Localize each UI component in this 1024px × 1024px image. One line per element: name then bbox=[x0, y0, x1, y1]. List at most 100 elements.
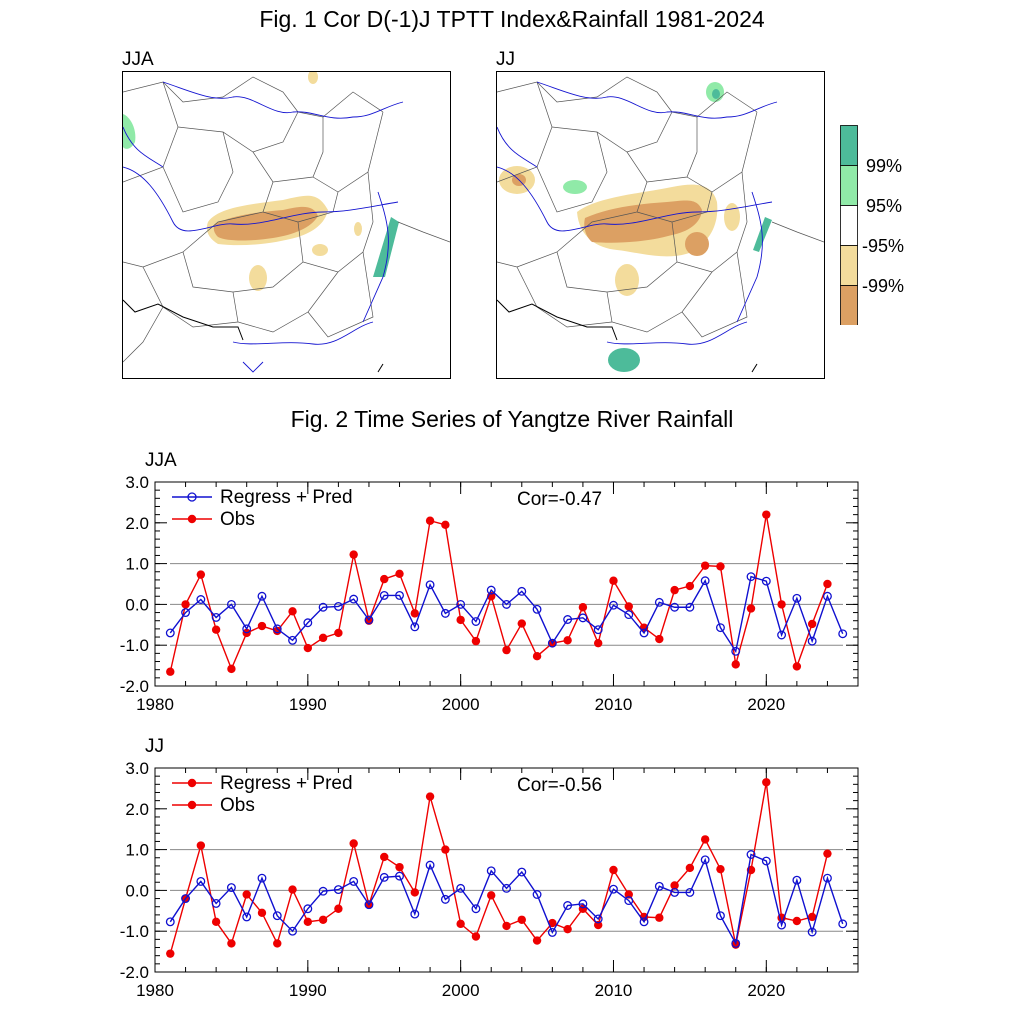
colorbar-boxes bbox=[840, 125, 858, 326]
data-point bbox=[823, 849, 832, 858]
data-point bbox=[471, 617, 481, 626]
data-point bbox=[395, 590, 404, 600]
data-point bbox=[517, 915, 526, 924]
colorbar-box bbox=[840, 125, 858, 166]
boundary-mark bbox=[751, 363, 758, 373]
x-tick-label: 2020 bbox=[747, 981, 785, 1000]
data-point bbox=[425, 516, 435, 525]
colorbar-box bbox=[840, 245, 858, 286]
colorbar bbox=[840, 125, 858, 326]
data-point bbox=[441, 520, 450, 530]
series-line bbox=[169, 853, 844, 946]
data-point bbox=[609, 576, 618, 585]
legend-marker bbox=[187, 778, 197, 788]
x-tick-label: 2020 bbox=[747, 695, 785, 714]
map-jja-drawing bbox=[123, 72, 450, 373]
data-point bbox=[166, 949, 175, 958]
data-point bbox=[257, 873, 267, 883]
data-point bbox=[807, 636, 817, 646]
colorbar-box bbox=[840, 285, 858, 326]
data-point bbox=[242, 912, 252, 922]
data-point bbox=[181, 608, 191, 618]
colorbar-label-neg95: -95% bbox=[862, 236, 905, 256]
rivers bbox=[497, 81, 778, 345]
data-point bbox=[532, 890, 542, 899]
data-point bbox=[777, 630, 787, 640]
data-point bbox=[716, 623, 725, 633]
data-point bbox=[670, 585, 679, 595]
data-point bbox=[700, 855, 710, 865]
data-point bbox=[731, 646, 741, 656]
data-point bbox=[822, 591, 832, 601]
data-point bbox=[593, 625, 603, 635]
data-point bbox=[532, 652, 542, 661]
data-point bbox=[655, 634, 664, 644]
data-point bbox=[196, 570, 206, 579]
data-point bbox=[807, 927, 817, 937]
data-point bbox=[486, 585, 496, 595]
data-point bbox=[166, 667, 175, 676]
data-point bbox=[502, 599, 511, 609]
data-point bbox=[456, 615, 465, 625]
data-point bbox=[762, 510, 771, 519]
data-point bbox=[578, 613, 588, 623]
data-point bbox=[716, 864, 725, 874]
legend-label: Regress + Pred bbox=[220, 487, 353, 508]
data-point bbox=[777, 600, 786, 609]
data-point bbox=[242, 890, 251, 899]
data-point bbox=[211, 917, 221, 927]
rivers bbox=[123, 81, 404, 373]
panel-label: JJA bbox=[145, 450, 177, 471]
data-point bbox=[654, 881, 664, 891]
data-point bbox=[517, 619, 526, 628]
data-point bbox=[349, 594, 359, 604]
legend-label: Obs bbox=[220, 509, 255, 530]
chart-jj: JJ -2.0 -1.0 0.0 1.0 2.0 3.0 1980 1990 2000 2010 20… bbox=[120, 736, 859, 1000]
sig-region-pos95 bbox=[123, 114, 136, 149]
data-point bbox=[792, 916, 802, 926]
data-point bbox=[318, 633, 328, 643]
series-line bbox=[169, 782, 829, 954]
data-point bbox=[395, 862, 404, 872]
data-point bbox=[288, 926, 297, 936]
legend-label: Obs bbox=[220, 795, 255, 816]
x-tick-label: 2010 bbox=[595, 695, 633, 714]
sig-region-neg95-b bbox=[249, 265, 267, 291]
data-point bbox=[380, 574, 389, 584]
data-point bbox=[410, 909, 420, 919]
data-point bbox=[761, 576, 771, 586]
data-point bbox=[838, 919, 848, 929]
data-point bbox=[349, 839, 358, 848]
sig-region-neg95-b bbox=[615, 264, 639, 296]
data-point bbox=[807, 912, 817, 922]
data-point bbox=[196, 841, 206, 850]
data-point bbox=[303, 643, 313, 653]
data-point bbox=[639, 628, 649, 638]
data-point bbox=[456, 883, 466, 893]
data-point bbox=[654, 597, 664, 607]
data-point bbox=[211, 625, 221, 634]
fig1-title: Fig. 1 Cor D(-1)J TPTT Index&Rainfall 19… bbox=[259, 6, 765, 32]
y-tick-label: 0.0 bbox=[125, 595, 149, 614]
data-point bbox=[547, 927, 557, 937]
y-tick-label: -1.0 bbox=[120, 922, 149, 941]
data-point bbox=[364, 900, 374, 910]
data-point bbox=[807, 619, 817, 629]
data-point bbox=[731, 938, 741, 948]
data-point bbox=[227, 939, 236, 948]
data-point bbox=[425, 860, 435, 870]
data-point bbox=[685, 602, 695, 612]
data-point bbox=[425, 792, 435, 801]
sig-region-pos99-hainan bbox=[608, 348, 640, 372]
data-point bbox=[456, 599, 466, 609]
data-point bbox=[502, 645, 511, 655]
x-tick-label: 2000 bbox=[442, 695, 480, 714]
data-point bbox=[226, 599, 236, 609]
data-point bbox=[593, 638, 603, 648]
x-tick-label: 1980 bbox=[136, 981, 174, 1000]
y-tick-label: 2.0 bbox=[125, 514, 149, 533]
legend-label: Regress + Pred bbox=[220, 773, 353, 794]
y-tick-label: 3.0 bbox=[125, 759, 149, 778]
colorbar-label-99: 99% bbox=[866, 156, 903, 176]
sig-region-pos99 bbox=[712, 89, 720, 99]
